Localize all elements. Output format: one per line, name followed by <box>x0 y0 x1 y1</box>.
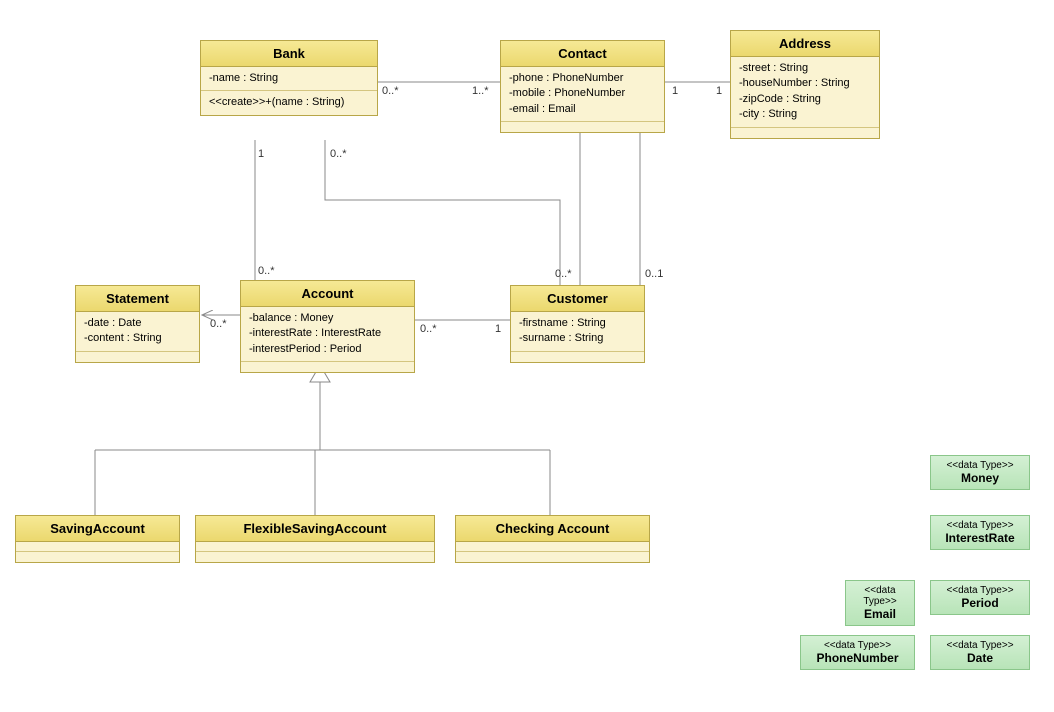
class-contact-attrs: -phone : PhoneNumber -mobile : PhoneNumb… <box>501 67 664 122</box>
datatype-email[interactable]: <<data Type>> Email <box>845 580 915 626</box>
class-checking-attrs <box>456 542 649 552</box>
datatype-stereo: <<data Type>> <box>937 640 1023 651</box>
class-account-ops <box>241 362 414 372</box>
class-contact-title: Contact <box>501 41 664 67</box>
class-address-title: Address <box>731 31 879 57</box>
class-flexible-ops <box>196 552 434 562</box>
mult-bank-path-a: 0..* <box>330 148 347 160</box>
mult-acct-cust-b: 1 <box>495 323 501 335</box>
datatype-name: Period <box>937 596 1023 610</box>
datatype-period[interactable]: <<data Type>> Period <box>930 580 1030 615</box>
class-account-title: Account <box>241 281 414 307</box>
generalization-account <box>95 365 550 515</box>
datatype-stereo: <<data Type>> <box>937 585 1023 596</box>
class-address[interactable]: Address -street : String -houseNumber : … <box>730 30 880 139</box>
class-flexible-attrs <box>196 542 434 552</box>
class-flexible[interactable]: FlexibleSavingAccount <box>195 515 435 563</box>
edge-bank-customer-path <box>325 140 560 285</box>
class-checking[interactable]: Checking Account <box>455 515 650 563</box>
class-bank-ops: <<create>>+(name : String) <box>201 91 377 114</box>
class-bank[interactable]: Bank -name : String <<create>>+(name : S… <box>200 40 378 116</box>
class-saving-title: SavingAccount <box>16 516 179 542</box>
class-flexible-title: FlexibleSavingAccount <box>196 516 434 542</box>
class-bank-attrs: -name : String <box>201 67 377 91</box>
class-statement-attrs: -date : Date -content : String <box>76 312 199 352</box>
datatype-stereo: <<data Type>> <box>937 460 1023 471</box>
class-account-attrs: -balance : Money -interestRate : Interes… <box>241 307 414 362</box>
datatype-stereo: <<data Type>> <box>807 640 908 651</box>
mult-acct-stmt-a: 0..* <box>210 318 227 330</box>
class-customer[interactable]: Customer -firstname : String -surname : … <box>510 285 645 363</box>
mult-contact-address-a: 1 <box>672 85 678 97</box>
class-statement[interactable]: Statement -date : Date -content : String <box>75 285 200 363</box>
datatype-name: Email <box>852 607 908 621</box>
datatype-stereo: <<data Type>> <box>852 585 908 607</box>
class-saving-attrs <box>16 542 179 552</box>
datatype-name: InterestRate <box>937 531 1023 545</box>
class-checking-title: Checking Account <box>456 516 649 542</box>
class-customer-ops <box>511 352 644 362</box>
datatype-name: PhoneNumber <box>807 651 908 665</box>
class-account[interactable]: Account -balance : Money -interestRate :… <box>240 280 415 373</box>
datatype-interestrate[interactable]: <<data Type>> InterestRate <box>930 515 1030 550</box>
mult-bank-contact-a: 0..* <box>382 85 399 97</box>
mult-bank-account-b: 0..* <box>258 265 275 277</box>
class-checking-ops <box>456 552 649 562</box>
datatype-name: Date <box>937 651 1023 665</box>
mult-bank-contact-b: 1..* <box>472 85 489 97</box>
class-customer-attrs: -firstname : String -surname : String <box>511 312 644 352</box>
class-bank-title: Bank <box>201 41 377 67</box>
mult-acct-cust-a: 0..* <box>420 323 437 335</box>
datatype-phonenumber[interactable]: <<data Type>> PhoneNumber <box>800 635 915 670</box>
datatype-name: Money <box>937 471 1023 485</box>
mult-contact-address-b: 1 <box>716 85 722 97</box>
datatype-money[interactable]: <<data Type>> Money <box>930 455 1030 490</box>
datatype-stereo: <<data Type>> <box>937 520 1023 531</box>
mult-bank-account-a: 1 <box>258 148 264 160</box>
class-saving-ops <box>16 552 179 562</box>
class-customer-title: Customer <box>511 286 644 312</box>
class-contact-ops <box>501 122 664 132</box>
class-statement-ops <box>76 352 199 362</box>
class-statement-title: Statement <box>76 286 199 312</box>
mult-contact-cust-b: 0..1 <box>645 268 663 280</box>
class-saving[interactable]: SavingAccount <box>15 515 180 563</box>
class-address-ops <box>731 128 879 138</box>
mult-contact-cust-a: 0..* <box>555 268 572 280</box>
class-contact[interactable]: Contact -phone : PhoneNumber -mobile : P… <box>500 40 665 133</box>
datatype-date[interactable]: <<data Type>> Date <box>930 635 1030 670</box>
class-address-attrs: -street : String -houseNumber : String -… <box>731 57 879 128</box>
